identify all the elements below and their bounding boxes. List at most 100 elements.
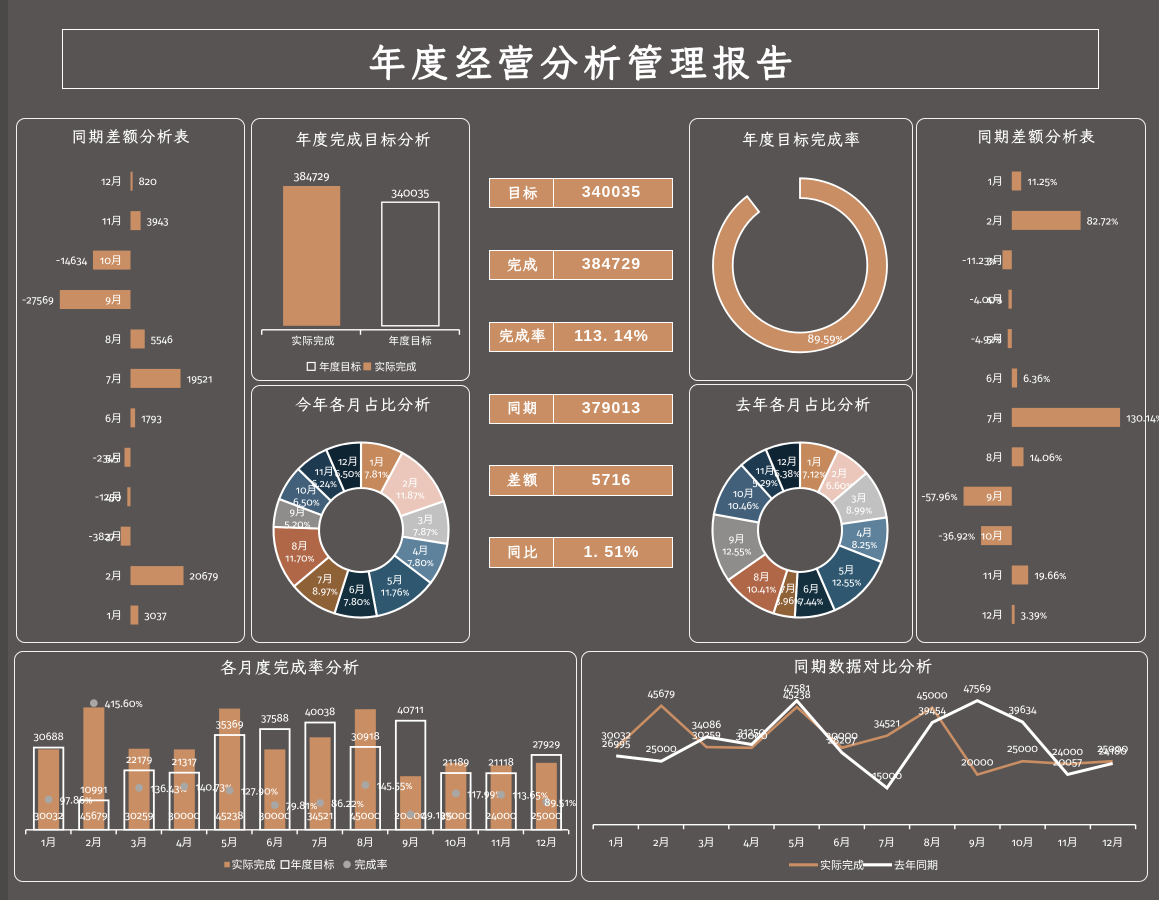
svg-text:11月: 11月	[756, 464, 775, 477]
svg-text:11月: 11月	[102, 215, 122, 228]
svg-text:47581: 47581	[784, 682, 810, 695]
svg-text:12.55%: 12.55%	[722, 544, 751, 557]
svg-text:实际完成: 实际完成	[375, 359, 417, 374]
svg-text:6月: 6月	[986, 372, 1003, 385]
svg-text:19521: 19521	[187, 372, 213, 385]
svg-text:4月: 4月	[106, 491, 122, 504]
svg-text:415.60%: 415.60%	[105, 697, 143, 710]
svg-text:8.97%: 8.97%	[312, 584, 338, 597]
svg-text:89.59%: 89.59%	[808, 333, 844, 347]
svg-text:25000: 25000	[440, 809, 471, 822]
svg-text:45679: 45679	[648, 687, 676, 700]
svg-text:同期数据对比分析: 同期数据对比分析	[793, 655, 933, 677]
svg-text:384729: 384729	[294, 170, 330, 184]
svg-text:-4.00%: -4.00%	[969, 293, 1002, 306]
svg-text:10月: 10月	[296, 484, 317, 497]
svg-text:6月: 6月	[266, 836, 283, 849]
svg-text:20000: 20000	[961, 756, 993, 769]
svg-text:11.70%: 11.70%	[285, 552, 314, 565]
svg-text:47569: 47569	[964, 682, 992, 695]
svg-text:10.41%: 10.41%	[747, 583, 777, 596]
svg-text:8.99%: 8.99%	[846, 504, 872, 517]
svg-text:14.06%: 14.06%	[1030, 451, 1063, 464]
svg-text:7月: 7月	[879, 836, 895, 849]
svg-text:7月: 7月	[106, 372, 122, 385]
svg-text:11月: 11月	[1057, 836, 1077, 849]
svg-text:19.66%: 19.66%	[1034, 569, 1066, 582]
svg-text:5.20%: 5.20%	[284, 518, 310, 531]
svg-text:21317: 21317	[172, 755, 197, 768]
svg-text:8月: 8月	[753, 571, 769, 584]
svg-text:11.87%: 11.87%	[396, 488, 425, 501]
svg-text:40711: 40711	[397, 703, 423, 716]
svg-text:30000: 30000	[826, 729, 858, 742]
svg-text:1月: 1月	[608, 836, 624, 849]
svg-text:1月: 1月	[369, 456, 384, 469]
svg-text:1月: 1月	[106, 609, 122, 622]
svg-text:12月: 12月	[777, 455, 797, 468]
svg-text:45238: 45238	[783, 688, 811, 701]
svg-text:7.12%: 7.12%	[802, 467, 826, 480]
svg-text:3.96%: 3.96%	[775, 594, 801, 607]
svg-text:20057: 20057	[1053, 756, 1082, 769]
svg-text:34521: 34521	[307, 809, 333, 822]
svg-text:34521: 34521	[874, 717, 900, 730]
svg-text:45000: 45000	[917, 689, 948, 702]
svg-text:39454: 39454	[919, 704, 947, 717]
svg-text:97.86%: 97.86%	[60, 794, 93, 807]
svg-text:20679: 20679	[190, 570, 219, 583]
svg-text:145.55%: 145.55%	[376, 779, 412, 792]
svg-text:-1250: -1250	[95, 491, 122, 504]
svg-text:39634: 39634	[1009, 703, 1037, 716]
svg-text:49.13%: 49.13%	[422, 808, 453, 821]
svg-text:实际完成: 实际完成	[820, 857, 864, 873]
svg-text:6月: 6月	[349, 583, 365, 596]
svg-text:各月度完成率分析: 各月度完成率分析	[220, 656, 360, 678]
svg-text:31250: 31250	[738, 726, 766, 739]
svg-text:2月: 2月	[832, 467, 848, 480]
svg-text:5.29%: 5.29%	[753, 476, 778, 489]
svg-text:4月: 4月	[987, 293, 1003, 306]
svg-text:7月: 7月	[987, 411, 1003, 424]
svg-text:7.81%: 7.81%	[365, 468, 389, 481]
svg-text:年度目标: 年度目标	[388, 334, 432, 349]
svg-text:今年各月占比分析: 今年各月占比分析	[295, 393, 431, 415]
svg-text:45238: 45238	[216, 809, 244, 822]
svg-text:2月: 2月	[86, 836, 102, 849]
svg-text:79.81%: 79.81%	[286, 799, 317, 812]
svg-text:15000: 15000	[872, 769, 902, 782]
svg-text:30000: 30000	[736, 729, 768, 742]
svg-text:21189: 21189	[443, 756, 470, 769]
svg-text:30259: 30259	[692, 728, 721, 741]
svg-text:去年同期: 去年同期	[894, 857, 938, 873]
svg-text:25000: 25000	[1007, 742, 1038, 755]
svg-text:82.72%: 82.72%	[1087, 214, 1119, 227]
svg-text:3月: 3月	[851, 492, 867, 505]
svg-text:25000: 25000	[646, 742, 677, 755]
svg-text:7.80%: 7.80%	[407, 556, 433, 569]
svg-text:2月: 2月	[653, 836, 669, 849]
svg-text:6月: 6月	[105, 412, 122, 425]
svg-text:5月: 5月	[839, 564, 855, 577]
svg-text:9月: 9月	[729, 532, 745, 545]
svg-text:8月: 8月	[924, 836, 941, 849]
svg-text:9月: 9月	[105, 294, 122, 307]
svg-text:3月: 3月	[106, 530, 122, 543]
svg-text:11月: 11月	[315, 465, 334, 478]
svg-text:30032: 30032	[601, 729, 631, 742]
svg-text:4月: 4月	[413, 544, 429, 557]
svg-text:1月: 1月	[987, 175, 1003, 188]
svg-text:3.39%: 3.39%	[1021, 608, 1047, 621]
svg-text:22179: 22179	[126, 753, 153, 766]
svg-text:35369: 35369	[216, 718, 244, 731]
svg-text:30000: 30000	[259, 809, 291, 822]
svg-text:89.51%: 89.51%	[544, 796, 576, 809]
svg-text:10月: 10月	[445, 836, 467, 849]
svg-text:45679: 45679	[80, 809, 108, 822]
svg-text:24000: 24000	[486, 809, 517, 822]
svg-text:12月: 12月	[982, 608, 1003, 621]
svg-text:9月: 9月	[969, 836, 986, 849]
svg-text:-3827: -3827	[88, 530, 114, 543]
svg-text:10991: 10991	[80, 783, 108, 796]
svg-text:-57.96%: -57.96%	[921, 490, 957, 503]
